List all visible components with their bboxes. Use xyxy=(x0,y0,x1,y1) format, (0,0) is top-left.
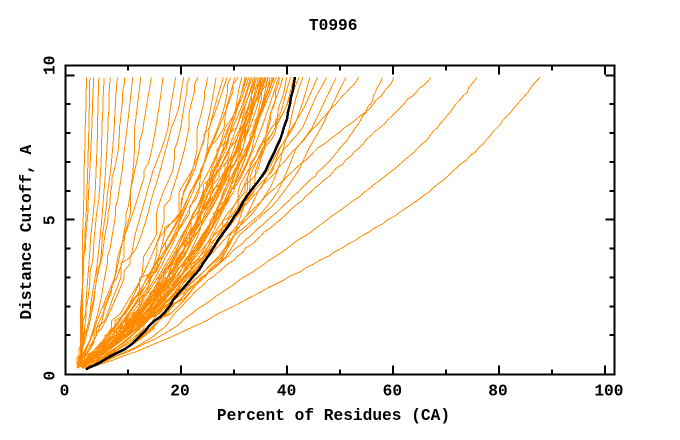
svg-text:Percent of Residues (CA): Percent of Residues (CA) xyxy=(217,407,450,425)
svg-text:Distance Cutoff, A: Distance Cutoff, A xyxy=(18,144,36,319)
svg-text:80: 80 xyxy=(488,382,507,400)
svg-text:40: 40 xyxy=(277,382,296,400)
svg-text:T0996: T0996 xyxy=(309,17,358,35)
svg-text:100: 100 xyxy=(594,382,623,400)
svg-text:20: 20 xyxy=(170,382,189,400)
svg-text:5: 5 xyxy=(42,215,60,225)
svg-text:0: 0 xyxy=(60,382,70,400)
svg-text:0: 0 xyxy=(42,371,60,381)
svg-text:60: 60 xyxy=(383,382,402,400)
svg-text:10: 10 xyxy=(42,56,60,75)
